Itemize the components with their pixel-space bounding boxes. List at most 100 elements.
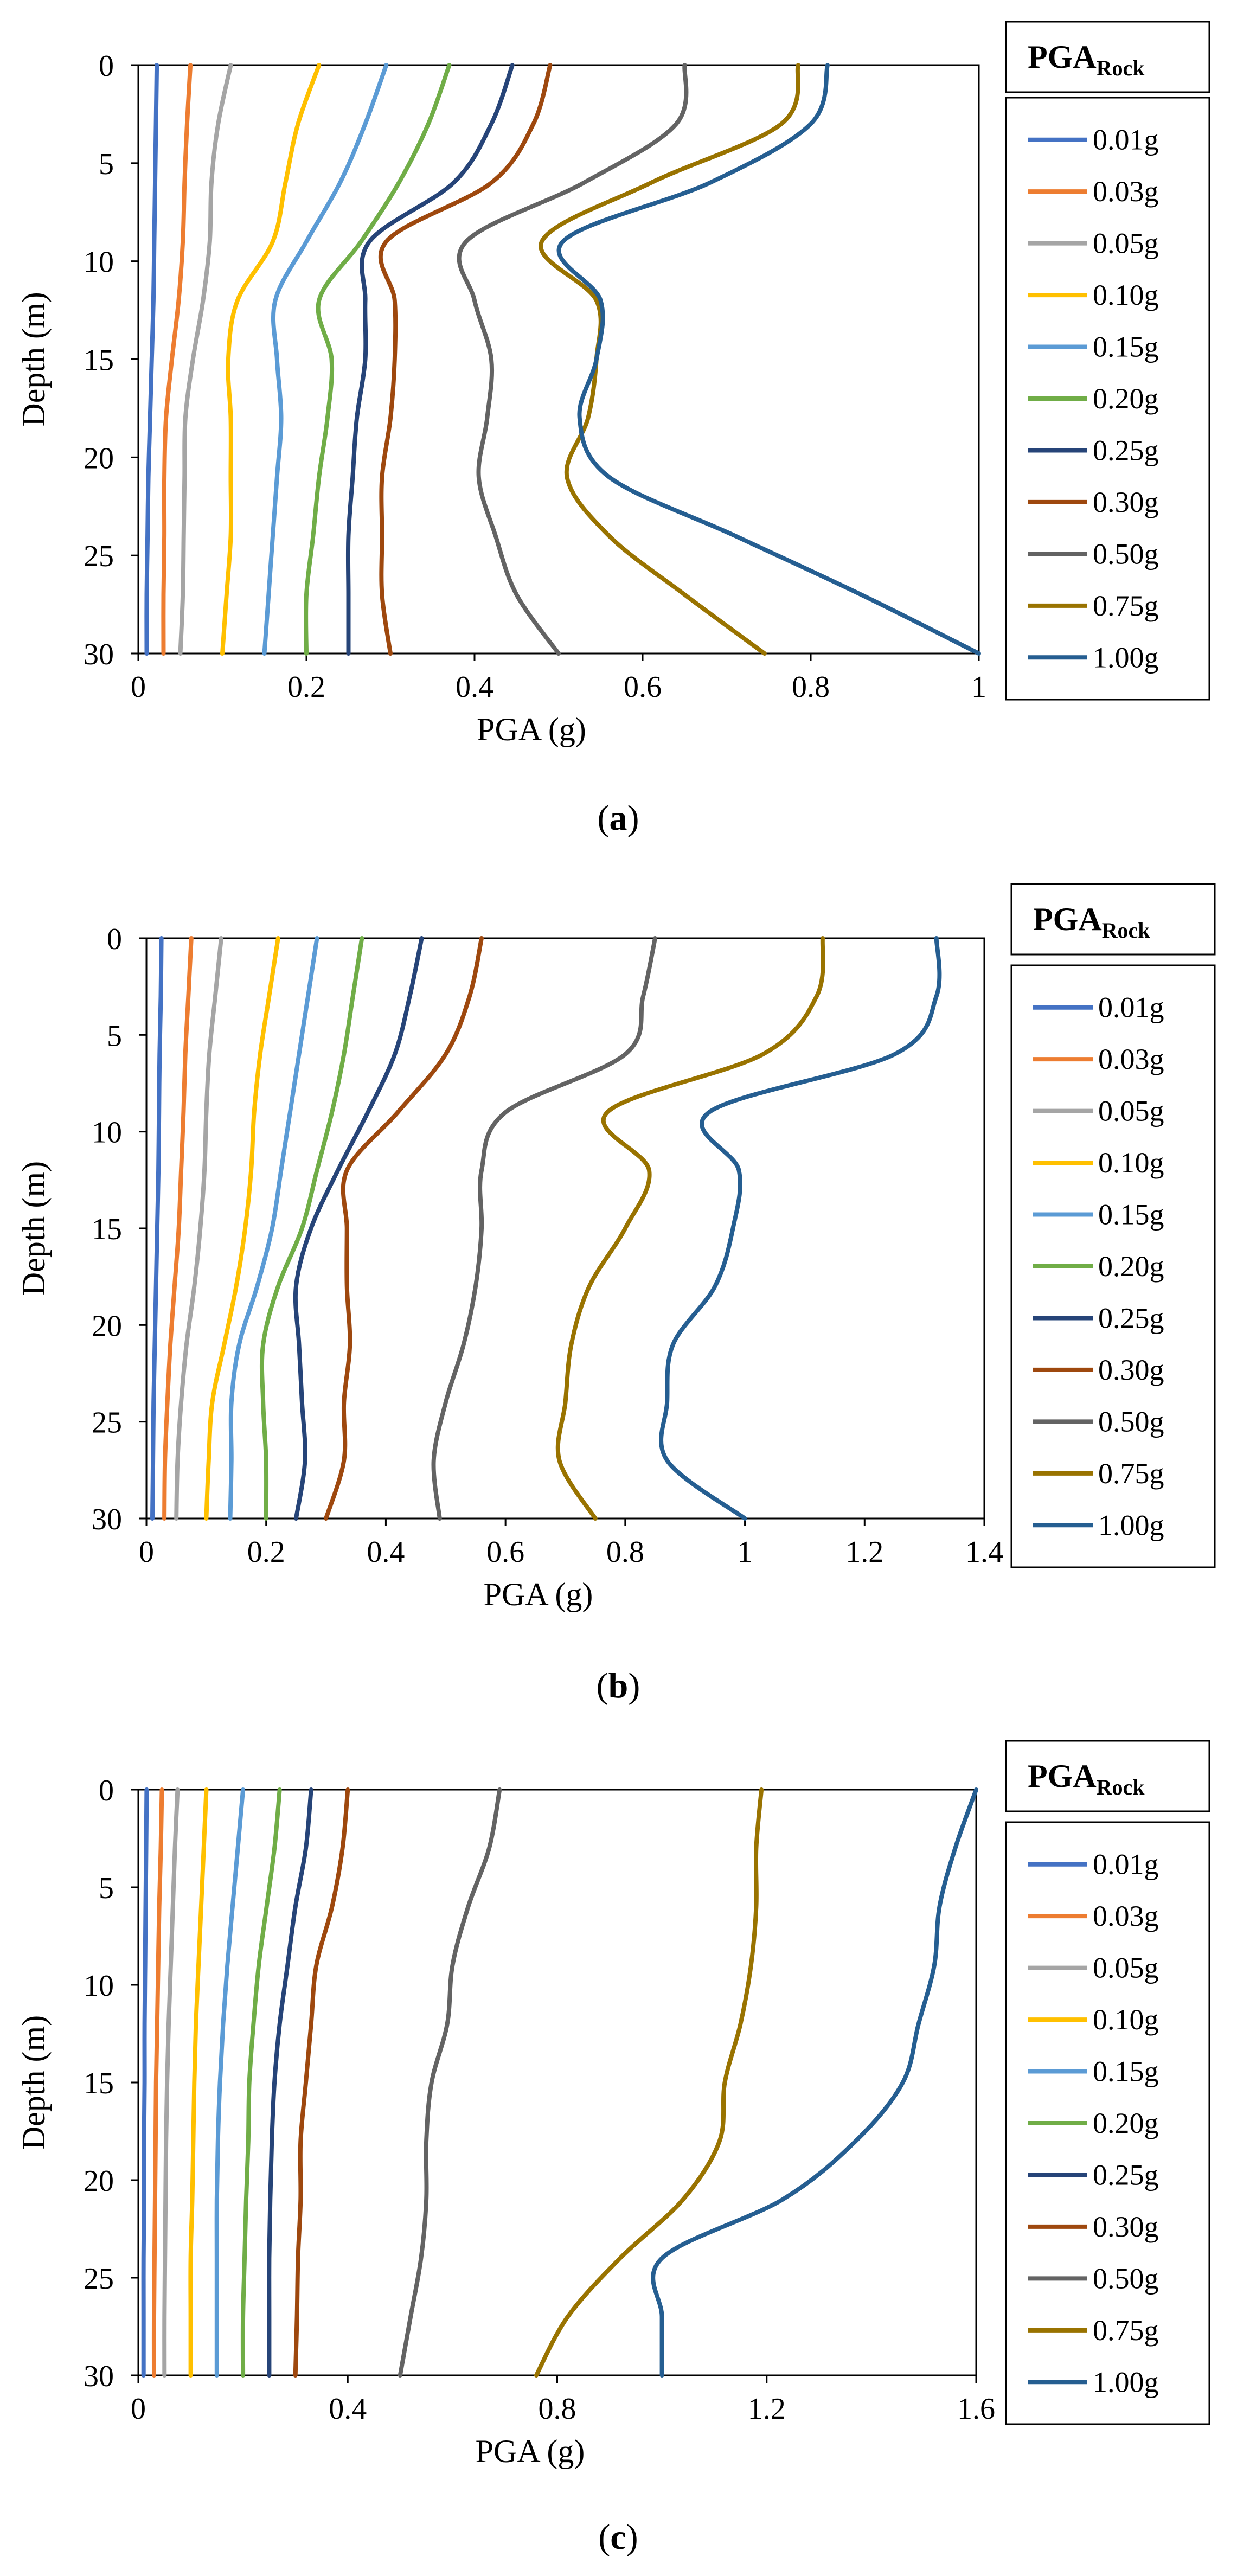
panel-caption: (c) (598, 2517, 638, 2557)
x-tick-label: 0 (131, 2392, 146, 2426)
y-tick-label: 0 (99, 1774, 114, 1808)
x-axis-title: PGA (g) (476, 2433, 585, 2469)
legend-title-box (1005, 1740, 1210, 1812)
series-line-0.01g (150, 936, 164, 1521)
legend-label-0.10g: 0.10g (1093, 2003, 1159, 2036)
x-tick-label: 0.6 (486, 1535, 524, 1569)
legend-label-0.03g: 0.03g (1093, 1900, 1159, 1932)
y-tick-label: 15 (92, 1213, 122, 1246)
series-line-0.25g (345, 63, 515, 656)
x-tick-label: 0.4 (456, 670, 493, 704)
legend-label-0.03g: 0.03g (1093, 175, 1159, 208)
panel-caption: (a) (598, 798, 639, 838)
series-line-0.75g (555, 936, 825, 1521)
x-tick-label: 0.8 (792, 670, 830, 704)
plot-area (137, 1789, 977, 2376)
legend-label-0.15g: 0.15g (1093, 331, 1159, 363)
legend-label-0.03g: 0.03g (1098, 1043, 1164, 1075)
series-line-0.15g (262, 63, 389, 656)
legend-label-0.15g: 0.15g (1093, 2055, 1159, 2088)
y-tick-label: 5 (99, 148, 114, 181)
legend-title-box (1010, 883, 1216, 956)
legend-label-0.30g: 0.30g (1093, 486, 1159, 518)
series-line-0.20g (304, 63, 452, 656)
series-line-0.05g (178, 63, 233, 656)
legend-label-0.05g: 0.05g (1093, 227, 1159, 260)
y-tick-label: 25 (84, 2262, 114, 2296)
series-line-0.03g (151, 1787, 164, 2378)
y-tick-label: 5 (99, 1872, 114, 1905)
series-line-0.50g (431, 936, 657, 1521)
series-line-0.20g (259, 936, 364, 1521)
y-tick-label: 10 (92, 1116, 122, 1150)
x-axis-title: PGA (g) (477, 712, 586, 747)
series-line-0.03g (162, 936, 194, 1521)
series-line-0.10g (220, 63, 322, 656)
x-axis-title: PGA (g) (484, 1577, 593, 1612)
x-tick-label: 0.6 (624, 670, 662, 704)
series-line-0.10g (204, 936, 280, 1521)
y-tick-label: 0 (99, 49, 114, 83)
legend-label-0.50g: 0.50g (1098, 1405, 1164, 1438)
legend-label-0.15g: 0.15g (1098, 1199, 1164, 1231)
series-line-0.03g (161, 63, 193, 656)
x-tick-label: 1.4 (965, 1535, 1003, 1569)
x-tick-label: 1.2 (748, 2392, 786, 2426)
legend-title-box (1005, 21, 1210, 93)
legend-label-0.10g: 0.10g (1098, 1146, 1164, 1179)
legend-label-0.01g: 0.01g (1093, 124, 1159, 156)
x-tick-label: 1 (738, 1535, 753, 1569)
x-tick-label: 0.4 (329, 2392, 367, 2426)
legend-title: PGARock (1028, 1758, 1145, 1799)
series-line-0.01g (141, 1787, 149, 2378)
series-line-0.01g (144, 63, 159, 656)
series-line-0.15g (214, 1787, 246, 2378)
y-tick-label: 20 (92, 1309, 122, 1343)
y-tick-label: 30 (84, 2360, 114, 2393)
legend-label-0.01g: 0.01g (1093, 1848, 1159, 1881)
legend-label-0.25g: 0.25g (1093, 2158, 1159, 2191)
legend-label-1.00g: 1.00g (1098, 1509, 1164, 1541)
series-line-0.50g (398, 1787, 502, 2378)
x-tick-label: 1.2 (845, 1535, 883, 1569)
legend-label-0.30g: 0.30g (1093, 2210, 1159, 2243)
series-line-0.75g (534, 1787, 764, 2378)
y-tick-label: 15 (84, 2067, 114, 2100)
plot-area (137, 64, 980, 655)
legend-label-0.20g: 0.20g (1093, 2107, 1159, 2139)
series-line-0.30g (324, 936, 484, 1521)
panel-caption: (b) (597, 1666, 640, 1706)
x-tick-label: 0.8 (539, 2392, 576, 2426)
series-line-0.15g (228, 936, 319, 1521)
x-tick-label: 0.8 (606, 1535, 644, 1569)
y-tick-label: 5 (107, 1019, 122, 1053)
x-tick-label: 1.6 (957, 2392, 995, 2426)
panel-c: 0 0.4 0.8 1.2 1.6 0 5 10 15 20 25 30 PGA (g) Depth (m… (0, 1719, 1237, 2576)
legend-label-1.00g: 1.00g (1093, 641, 1159, 674)
y-tick-label: 30 (84, 638, 114, 671)
y-tick-label: 10 (84, 1969, 114, 2003)
series-line-0.30g (378, 63, 553, 656)
series-line-0.20g (240, 1787, 282, 2378)
y-tick-label: 25 (84, 540, 114, 573)
legend-label-0.75g: 0.75g (1098, 1457, 1164, 1490)
legend-label-1.00g: 1.00g (1093, 2366, 1159, 2398)
y-tick-label: 15 (84, 344, 114, 377)
series-line-1.00g (659, 936, 942, 1521)
y-tick-label: 10 (84, 246, 114, 279)
y-tick-label: 20 (84, 441, 114, 475)
legend-label-0.25g: 0.25g (1098, 1302, 1164, 1334)
legend-label-0.25g: 0.25g (1093, 434, 1159, 466)
y-tick-label: 0 (107, 922, 122, 956)
chart-svg: 0 0.2 0.4 0.6 0.8 1 1.2 1.4 0 5 10 15 20 25 30 PGA (g) D… (16, 883, 1216, 1706)
legend-label-0.50g: 0.50g (1093, 2262, 1159, 2295)
y-tick-label: 30 (92, 1503, 122, 1536)
chart-svg: 0 0.4 0.8 1.2 1.6 0 5 10 15 20 25 30 PGA (g) Depth (m… (16, 1740, 1210, 2557)
legend-label-0.20g: 0.20g (1093, 382, 1159, 415)
series-line-0.05g (174, 936, 223, 1521)
series-line-0.25g (293, 936, 424, 1521)
series-line-0.30g (293, 1787, 350, 2378)
legend-label-0.50g: 0.50g (1093, 537, 1159, 570)
